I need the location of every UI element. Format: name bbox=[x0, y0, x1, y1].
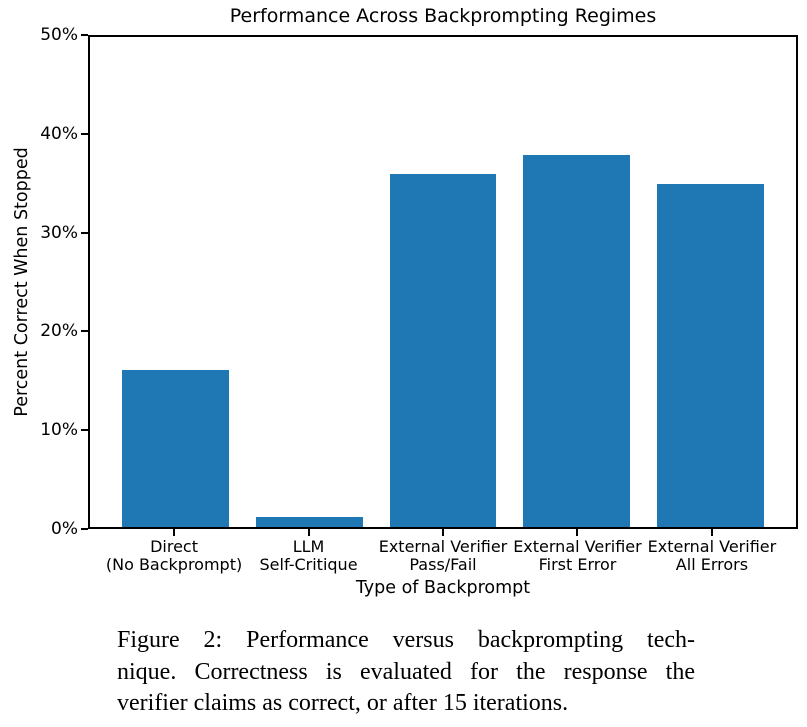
y-tick-label: 40% bbox=[40, 123, 78, 144]
y-axis-label: Percent Correct When Stopped bbox=[12, 147, 32, 417]
bar bbox=[255, 517, 363, 527]
x-tick-label: Direct (No Backprompt) bbox=[105, 537, 243, 574]
y-tick-label: 0% bbox=[51, 519, 78, 539]
x-tick-mark bbox=[173, 529, 176, 536]
caption-line: Figure 2: Performance versus backprompti… bbox=[117, 627, 695, 653]
caption-line: verifier claims as correct, or after 15 … bbox=[117, 690, 569, 716]
y-tick-label: 10% bbox=[40, 420, 78, 441]
y-tick-mark bbox=[81, 528, 88, 530]
bar bbox=[389, 174, 497, 527]
bar bbox=[523, 154, 631, 527]
x-axis-label: Type of Backprompt bbox=[355, 578, 531, 598]
bar bbox=[122, 370, 230, 527]
plot-area bbox=[88, 35, 798, 529]
x-tick-label: LLM Self-Critique bbox=[259, 537, 358, 574]
y-tick-label: 50% bbox=[40, 25, 78, 45]
x-tick-mark bbox=[442, 529, 444, 536]
y-tick-mark bbox=[81, 34, 88, 36]
x-tick-label: External Verifier All Errors bbox=[647, 537, 777, 574]
y-tick-label: 30% bbox=[40, 222, 78, 243]
y-tick-mark bbox=[81, 132, 88, 135]
y-tick-mark bbox=[81, 429, 88, 432]
x-tick-mark bbox=[307, 529, 310, 536]
x-tick-mark bbox=[710, 529, 713, 536]
figure-caption: Figure 2: Performance versus backprompti… bbox=[117, 625, 695, 720]
x-tick-mark bbox=[576, 529, 579, 536]
x-tick-label: External Verifier Pass/Fail bbox=[378, 537, 508, 574]
caption-line: nique. Correctness is evaluated for the … bbox=[117, 658, 695, 685]
x-tick-label: External Verifier First Error bbox=[513, 537, 642, 574]
chart-title: Performance Across Backprompting Regimes bbox=[229, 5, 657, 27]
y-tick-label: 20% bbox=[40, 321, 78, 342]
y-tick-mark bbox=[81, 330, 88, 333]
y-tick-mark bbox=[81, 231, 88, 234]
bar bbox=[656, 184, 764, 527]
